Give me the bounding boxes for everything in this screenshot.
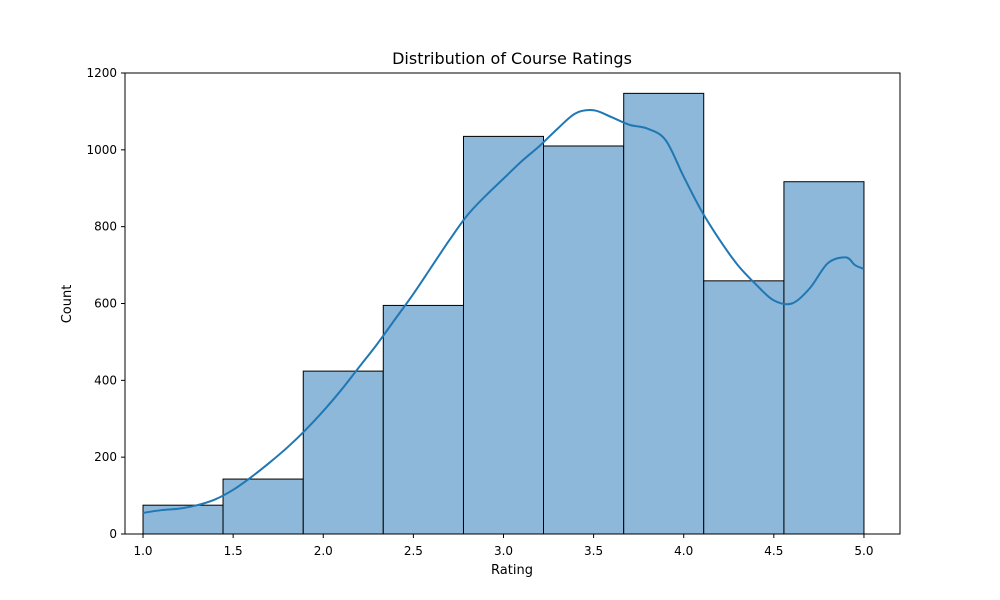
histogram-bar bbox=[623, 92, 705, 535]
x-axis-ticks: 1.0 1.5 2.0 2.5 3.0 3.5 4.0 4.5 5.0 bbox=[133, 534, 874, 558]
y-axis-label: Count bbox=[60, 285, 75, 324]
y-tick-label: 1000 bbox=[86, 143, 117, 157]
x-tick-label: 2.5 bbox=[404, 544, 423, 558]
y-tick-label: 400 bbox=[94, 373, 117, 387]
x-tick-label: 1.5 bbox=[224, 544, 243, 558]
chart-title: Distribution of Course Ratings bbox=[392, 49, 632, 68]
y-tick-label: 800 bbox=[94, 220, 117, 234]
histogram-bar bbox=[783, 181, 865, 535]
y-tick-label: 600 bbox=[94, 297, 117, 311]
x-axis-label: Rating bbox=[491, 563, 533, 578]
histogram-bar bbox=[543, 145, 625, 535]
histogram-bar bbox=[302, 370, 384, 535]
histogram-bars bbox=[142, 92, 865, 535]
x-tick-label: 4.0 bbox=[674, 544, 693, 558]
x-tick-label: 4.5 bbox=[764, 544, 783, 558]
y-tick-label: 0 bbox=[109, 527, 117, 541]
y-tick-label: 200 bbox=[94, 450, 117, 464]
x-tick-label: 3.0 bbox=[494, 544, 513, 558]
y-tick-label: 1200 bbox=[86, 66, 117, 80]
x-tick-label: 3.5 bbox=[584, 544, 603, 558]
histogram-bar bbox=[222, 478, 304, 535]
x-tick-label: 1.0 bbox=[133, 544, 152, 558]
kde-curve bbox=[142, 109, 865, 514]
y-axis-ticks: 0 200 400 600 800 1000 1200 bbox=[86, 66, 125, 541]
x-tick-label: 2.0 bbox=[314, 544, 333, 558]
histogram-bar bbox=[703, 280, 785, 535]
histogram-bar bbox=[142, 504, 224, 535]
x-tick-label: 5.0 bbox=[854, 544, 873, 558]
histogram-bar bbox=[462, 135, 544, 535]
histogram-bar bbox=[382, 304, 464, 535]
